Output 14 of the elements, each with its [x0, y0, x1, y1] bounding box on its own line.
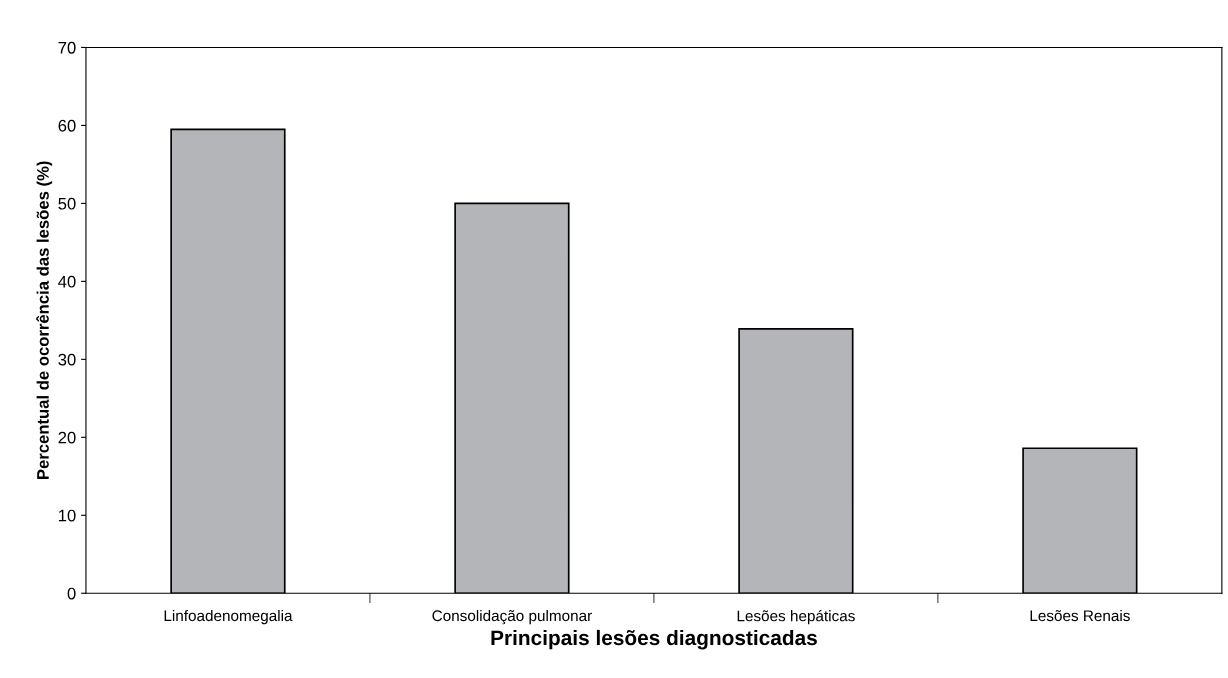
x-tick-label: Linfoadenomegalia — [164, 609, 293, 625]
y-tick-label: 30 — [58, 353, 76, 366]
y-tick-label: 60 — [58, 119, 76, 132]
y-tick-label: 40 — [58, 275, 76, 288]
x-tick-label: Consolidação pulmonar — [432, 609, 592, 625]
y-axis-title: Percentual de ocorrência das lesões (%) — [36, 161, 53, 480]
y-tick-label: 20 — [58, 431, 76, 444]
y-tick-label: 50 — [58, 197, 76, 210]
x-tick-label: Lesões Renais — [1030, 609, 1130, 622]
y-tick-label: 10 — [58, 509, 76, 522]
y-tick-label: 70 — [58, 41, 76, 54]
y-tick-label: 0 — [67, 587, 76, 600]
x-axis-title: Principais lesões diagnosticadas — [491, 629, 817, 650]
x-tick-label: Lesões hepáticas — [737, 609, 855, 625]
